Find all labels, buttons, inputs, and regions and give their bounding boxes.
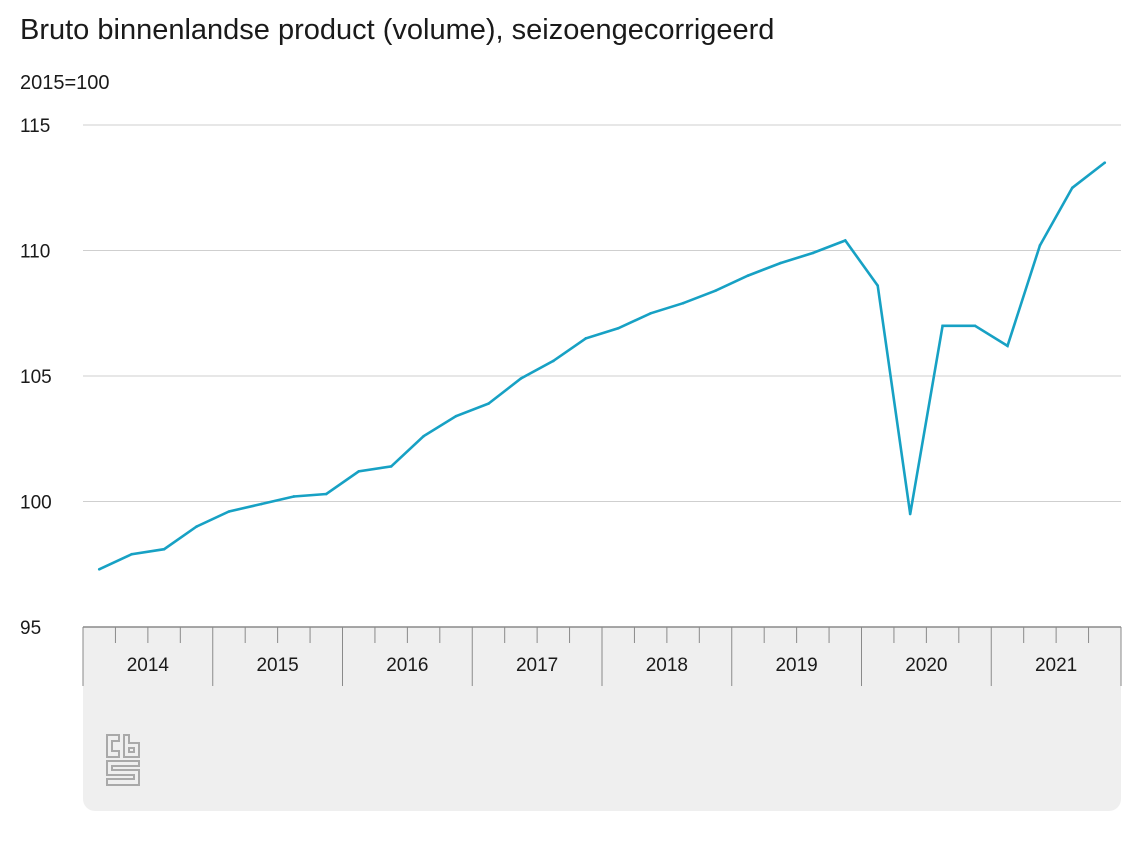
data-point	[260, 502, 263, 506]
chart-subtitle: 2015=100	[20, 72, 110, 94]
y-tick-label: 95	[20, 618, 41, 639]
data-point	[681, 301, 685, 305]
data-point	[130, 552, 133, 556]
data-point	[1071, 186, 1074, 190]
data-point	[584, 337, 588, 340]
data-point	[162, 547, 166, 551]
data-point	[324, 492, 328, 496]
data-point	[908, 512, 912, 516]
x-tick-label: 2014	[127, 655, 170, 676]
chart-title: Bruto binnenlandse product (volume), sei…	[20, 14, 775, 46]
y-tick-label: 110	[20, 242, 50, 263]
data-point	[1006, 344, 1009, 348]
x-tick-label: 2018	[646, 655, 688, 676]
x-tick-label: 2016	[386, 655, 428, 676]
y-tick-label: 115	[20, 116, 50, 137]
data-point	[779, 261, 782, 265]
data-point	[97, 567, 101, 571]
data-point	[746, 274, 750, 277]
data-point	[1038, 244, 1042, 247]
data-point	[973, 324, 977, 328]
data-point	[227, 510, 231, 513]
data-point	[843, 239, 847, 242]
data-point	[876, 284, 880, 287]
cbs-logo-icon	[104, 733, 142, 792]
data-point	[487, 402, 490, 405]
data-point	[1103, 161, 1107, 164]
data-point	[454, 414, 458, 418]
data-point	[616, 327, 620, 330]
data-point	[292, 495, 296, 498]
x-tick-label: 2019	[775, 655, 817, 676]
data-point	[649, 311, 652, 315]
data-point	[357, 470, 361, 473]
x-tick-label: 2017	[516, 655, 558, 676]
x-tick-label: 2020	[905, 655, 947, 676]
data-point	[552, 359, 555, 363]
data-point	[519, 377, 523, 380]
x-tick-label: 2015	[256, 655, 298, 676]
data-point	[389, 465, 393, 468]
data-point	[811, 251, 815, 255]
series-line	[98, 161, 1106, 571]
y-tick-label: 100	[20, 493, 52, 514]
y-tick-label: 105	[20, 367, 52, 388]
data-point	[195, 525, 198, 528]
data-point	[714, 289, 717, 292]
data-point	[941, 324, 944, 328]
data-point	[422, 434, 425, 438]
x-tick-label: 2021	[1035, 655, 1077, 676]
